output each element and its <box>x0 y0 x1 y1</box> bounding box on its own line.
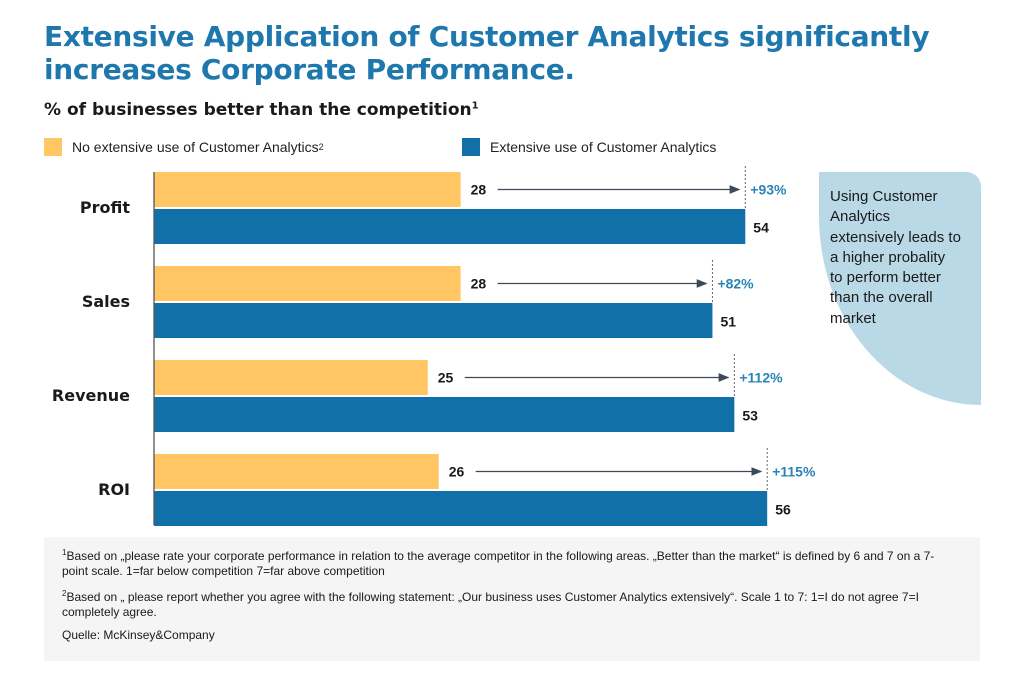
bar-revenue-extensive <box>154 397 735 432</box>
bar-sales-no-extensive <box>154 266 461 301</box>
callout-text: Using Customer Analytics extensively lea… <box>830 188 961 327</box>
category-label-profit: Profit <box>80 198 130 217</box>
legend-label-extensive: Extensive use of Customer Analytics <box>490 139 717 155</box>
value-label-roi-extensive: 56 <box>775 502 791 518</box>
footnote-2-mark: 2 <box>62 589 67 598</box>
footnote-2: 2Based on „ please report whether you ag… <box>62 587 960 619</box>
legend-item-extensive: Extensive use of Customer Analytics <box>462 138 716 156</box>
legend-swatch-blue <box>462 138 480 156</box>
subtitle-text: % of businesses better than the competit… <box>44 100 472 120</box>
bar-roi-extensive <box>154 491 768 526</box>
footnote-2-text: Based on „ please report whether you agr… <box>62 590 919 619</box>
legend-label-no-extensive: No extensive use of Customer Analytics <box>72 139 319 155</box>
increase-label-revenue: +112% <box>739 370 783 386</box>
bar-profit-extensive <box>154 209 746 244</box>
footnote-1-text: Based on „please rate your corporate per… <box>62 549 935 578</box>
footnote-1-mark: 1 <box>62 548 67 557</box>
bar-roi-no-extensive <box>154 454 439 489</box>
chart-title: Extensive Application of Customer Analyt… <box>44 20 944 86</box>
value-label-profit-no-extensive: 28 <box>471 182 487 198</box>
legend-swatch-yellow <box>44 138 62 156</box>
category-label-revenue: Revenue <box>52 386 130 405</box>
source-note: Quelle: McKinsey&Company <box>62 628 215 642</box>
chart-subtitle: % of businesses better than the competit… <box>44 100 479 120</box>
increase-label-profit: +93% <box>750 182 787 198</box>
increase-label-sales: +82% <box>717 276 754 292</box>
subtitle-footnote-mark: 1 <box>471 100 479 112</box>
value-label-sales-no-extensive: 28 <box>471 276 487 292</box>
bar-sales-extensive <box>154 303 713 338</box>
value-label-revenue-no-extensive: 25 <box>438 370 454 386</box>
value-label-profit-extensive: 54 <box>753 220 769 236</box>
category-label-sales: Sales <box>82 292 130 311</box>
increase-label-roi: +115% <box>772 464 816 480</box>
footnotes-box: 1Based on „please rate your corporate pe… <box>44 537 980 661</box>
legend-footnote-mark: 2 <box>318 142 324 152</box>
legend-item-no-extensive: No extensive use of Customer Analytics 2 <box>44 138 324 156</box>
value-label-roi-no-extensive: 26 <box>449 464 465 480</box>
bar-revenue-no-extensive <box>154 360 428 395</box>
value-label-sales-extensive: 51 <box>720 314 736 330</box>
title-line-2: increases Corporate Performance. <box>44 53 575 86</box>
footnote-1: 1Based on „please rate your corporate pe… <box>62 546 960 578</box>
value-label-revenue-extensive: 53 <box>742 408 758 424</box>
category-label-roi: ROI <box>98 480 130 499</box>
title-line-1: Extensive Application of Customer Analyt… <box>44 20 930 53</box>
bar-profit-no-extensive <box>154 172 461 207</box>
